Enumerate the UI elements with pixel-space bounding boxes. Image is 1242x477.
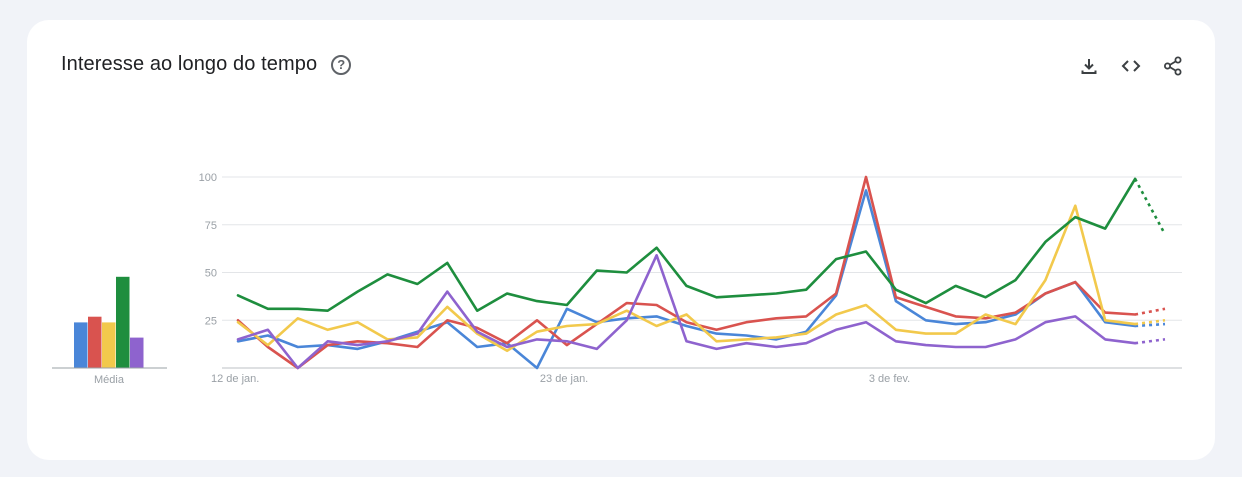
card-header: Interesse ao longo do tempo ? bbox=[61, 53, 352, 76]
average-bar-2 bbox=[88, 316, 102, 368]
card-title: Interesse ao longo do tempo bbox=[61, 53, 318, 75]
average-bar-1 bbox=[74, 322, 88, 368]
help-circle-icon[interactable]: ? bbox=[331, 54, 352, 75]
x-tick-label: 23 de jan. bbox=[540, 373, 588, 385]
download-button[interactable] bbox=[1077, 54, 1101, 78]
share-icon bbox=[1164, 56, 1182, 76]
series-partial-segment-1 bbox=[1135, 322, 1166, 328]
x-axis-ticks: 12 de jan. 23 de jan. 3 de fev. bbox=[211, 373, 910, 385]
code-icon bbox=[1121, 60, 1141, 72]
average-bar-4 bbox=[116, 276, 130, 368]
average-bars bbox=[74, 276, 144, 368]
series-line-4 bbox=[236, 177, 1137, 313]
y-tick-label: 50 bbox=[205, 268, 217, 280]
chart-series bbox=[236, 175, 1167, 370]
average-bar-5 bbox=[130, 337, 144, 368]
interest-over-time-card: Interesse ao longo do tempo ? bbox=[27, 20, 1215, 460]
series-line-5 bbox=[236, 254, 1137, 370]
series-partial-segment-3 bbox=[1134, 318, 1166, 326]
chart-grid: 25 50 75 100 bbox=[199, 172, 1182, 369]
series-line-2 bbox=[236, 175, 1137, 370]
x-tick-label: 12 de jan. bbox=[211, 373, 259, 385]
download-icon bbox=[1081, 59, 1097, 74]
series-partial-segment-2 bbox=[1134, 307, 1166, 316]
y-tick-label: 75 bbox=[205, 220, 217, 232]
embed-button[interactable] bbox=[1119, 54, 1143, 78]
x-tick-label: 3 de fev. bbox=[869, 373, 910, 385]
series-line-3 bbox=[236, 204, 1137, 353]
series-partial-segment-5 bbox=[1134, 338, 1166, 345]
average-label: Média bbox=[94, 374, 125, 386]
y-tick-label: 100 bbox=[199, 172, 217, 184]
y-tick-label: 25 bbox=[205, 315, 217, 327]
average-bar-3 bbox=[102, 322, 116, 368]
share-button[interactable] bbox=[1161, 54, 1185, 78]
series-partial-segment-4 bbox=[1133, 178, 1167, 235]
card-actions bbox=[1077, 54, 1185, 78]
